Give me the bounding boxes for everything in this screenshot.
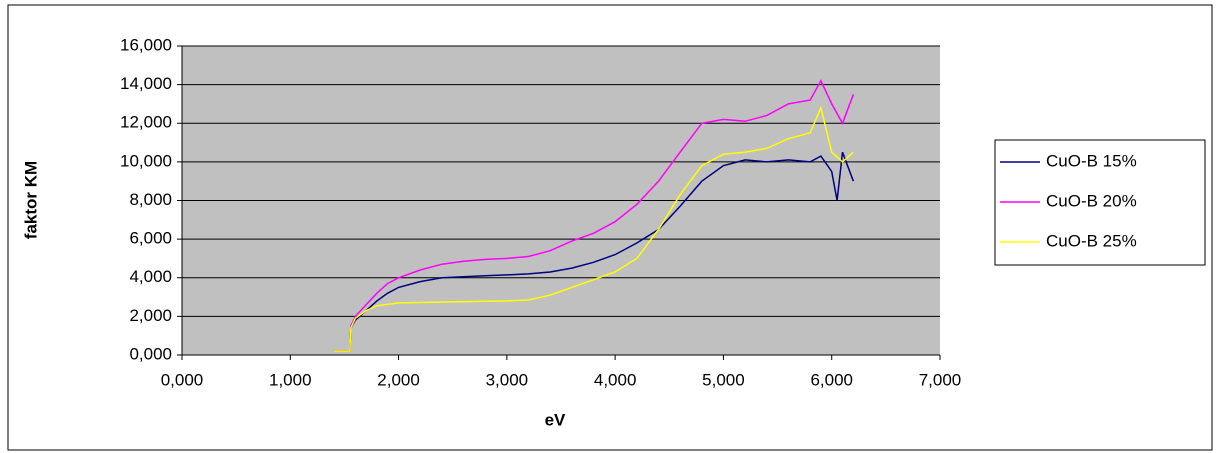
- y-tick-label: 6,000: [129, 229, 172, 248]
- y-tick-label: 8,000: [129, 190, 172, 209]
- x-tick-label: 7,000: [919, 370, 962, 389]
- x-tick-label: 1,000: [269, 370, 312, 389]
- x-tick-label: 3,000: [486, 370, 529, 389]
- y-tick-label: 4,000: [129, 267, 172, 286]
- x-tick-label: 6,000: [810, 370, 853, 389]
- y-tick-label: 2,000: [129, 306, 172, 325]
- y-tick-label: 0,000: [129, 344, 172, 363]
- legend-label: CuO-B 25%: [1046, 231, 1137, 250]
- y-tick-label: 16,000: [120, 35, 172, 54]
- x-tick-label: 4,000: [594, 370, 637, 389]
- series-line: [333, 151, 855, 352]
- y-axis-title: faktor KM: [21, 161, 40, 239]
- y-tick-label: 12,000: [120, 113, 172, 132]
- series-line: [333, 79, 855, 352]
- x-axis-title: eV: [545, 410, 566, 429]
- x-tick-label: 0,000: [161, 370, 204, 389]
- y-tick-label: 14,000: [120, 74, 172, 93]
- legend-label: CuO-B 20%: [1046, 191, 1137, 210]
- legend-label: CuO-B 15%: [1046, 151, 1137, 170]
- x-tick-label: 2,000: [377, 370, 420, 389]
- x-tick-label: 5,000: [702, 370, 745, 389]
- series-line: [333, 105, 854, 352]
- y-tick-label: 10,000: [120, 151, 172, 170]
